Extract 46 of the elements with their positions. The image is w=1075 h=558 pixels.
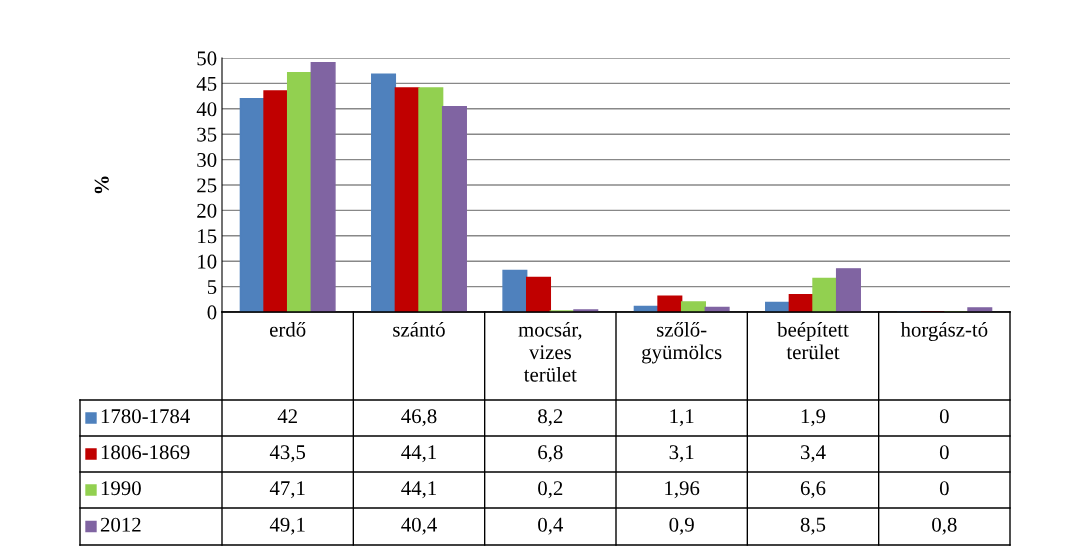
legend-label: 1780-1784 (101, 409, 190, 424)
data-label: 49,1 (269, 517, 305, 535)
data-label: 8,2 (538, 409, 563, 427)
data-label: 0,8 (932, 517, 957, 535)
y-tick-label: 5 (207, 280, 217, 295)
x-tick-label: szántó (393, 321, 445, 337)
y-tick-label: 35 (197, 127, 217, 142)
data-label: 6,8 (538, 445, 563, 463)
y-tick-label: 15 (198, 229, 217, 244)
legend-label: 1990 (101, 481, 141, 496)
y-tick-label: 45 (196, 76, 217, 91)
x-tick-label: erdő (269, 321, 306, 337)
data-label: 44,1 (401, 481, 436, 499)
data-label: 0,4 (538, 517, 564, 535)
data-label: 0,2 (538, 481, 563, 499)
data-label: 46,8 (401, 409, 437, 427)
y-tick-label: 25 (197, 178, 217, 193)
x-tick-label: horgász-tó (900, 322, 988, 341)
data-label: 1,9 (801, 409, 826, 427)
data-label: 42 (277, 409, 297, 424)
y-tick-label: 10 (198, 254, 217, 269)
data-label: 0 (939, 409, 949, 424)
y-tick-label: 50 (197, 51, 217, 66)
legend-label: 1806-1869 (101, 445, 190, 460)
data-label: 0 (939, 481, 949, 496)
legend-label: 2012 (100, 517, 141, 532)
data-label: 8,5 (800, 517, 826, 535)
y-axis-title: % (94, 176, 109, 194)
data-label: 6,6 (800, 481, 826, 499)
data-label: 0 (939, 445, 949, 460)
data-label: 0,9 (669, 517, 694, 535)
data-label: 3,4 (800, 445, 826, 463)
y-tick-label: 40 (196, 102, 217, 117)
data-label: 1,96 (665, 481, 700, 499)
data-label: 44,1 (401, 445, 436, 463)
x-tick-label: mocsár, vizes terület (518, 321, 582, 382)
data-label: 40,4 (401, 517, 437, 535)
data-label: 1,1 (670, 409, 694, 427)
y-tick-label: 0 (207, 305, 217, 320)
data-label: 3,1 (669, 445, 694, 463)
data-label: 43,5 (269, 445, 306, 463)
x-tick-label: beépített terület (777, 322, 849, 360)
y-tick-label: 20 (197, 203, 217, 218)
y-tick-label: 30 (197, 152, 217, 168)
x-tick-label: szőlő- gyümölcs (642, 321, 722, 364)
data-label: 47,1 (269, 481, 305, 499)
